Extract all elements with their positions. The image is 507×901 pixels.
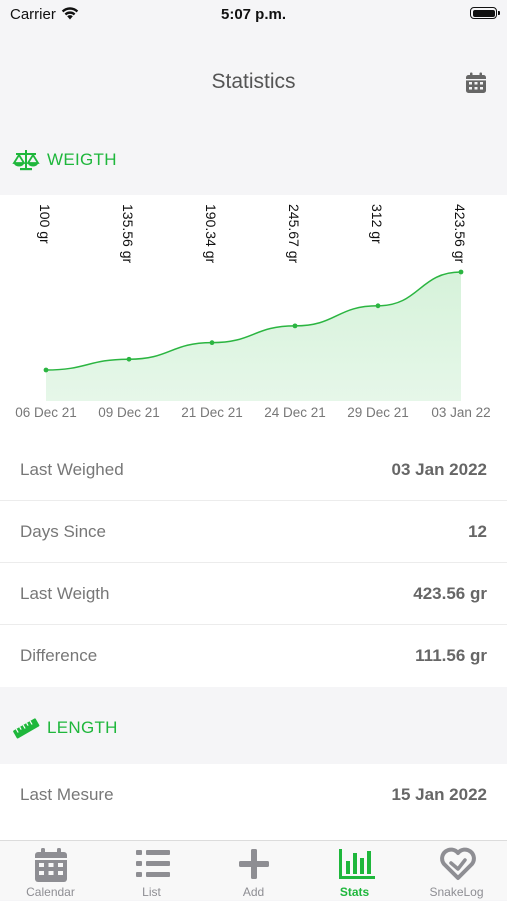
- chart-data-label: 190.34 gr: [203, 204, 219, 263]
- stat-value: 111.56 gr: [415, 646, 487, 665]
- chart-area-fill: [46, 272, 461, 401]
- stat-row-last-weighed[interactable]: Last Weighed 03 Jan 2022: [0, 439, 507, 501]
- tab-bar: Calendar List Add: [0, 840, 507, 900]
- weight-chart: 100 gr 135.56 gr 190.34 gr 245.67 gr 312 gr 4…: [0, 195, 507, 439]
- tab-add[interactable]: Add: [203, 841, 304, 901]
- chart-series-line: [45, 271, 462, 371]
- stat-value: 12: [468, 522, 487, 541]
- chart-point[interactable]: [458, 269, 464, 275]
- stat-label: Last Mesure: [20, 785, 114, 804]
- tab-label: List: [142, 885, 161, 899]
- chart-x-tick-label: 03 Jan 22: [431, 405, 490, 420]
- chart-data-label: 135.56 gr: [120, 204, 136, 263]
- length-section-label: LENGTH: [47, 718, 118, 737]
- battery-icon: [470, 7, 500, 19]
- chart-data-label: 423.56 gr: [452, 204, 468, 263]
- chart-point[interactable]: [43, 367, 49, 373]
- weight-section-header: WEIGTH: [0, 140, 507, 180]
- tab-label: Stats: [339, 885, 370, 899]
- stat-row-last-measure[interactable]: Last Mesure 15 Jan 2022: [0, 764, 507, 826]
- chart-point[interactable]: [292, 323, 298, 329]
- chart-x-tick-label: 21 Dec 21: [181, 405, 243, 420]
- stat-label: Last Weigth: [20, 584, 110, 603]
- stat-label: Last Weighed: [20, 460, 124, 479]
- tab-label: Calendar: [26, 885, 75, 899]
- list-icon: [136, 850, 170, 877]
- chart-data-label: 245.67 gr: [286, 204, 302, 263]
- clock: 5:07 p.m.: [220, 6, 287, 23]
- calendar-icon[interactable]: [464, 71, 488, 95]
- chart-data-label: 100 gr: [37, 204, 53, 244]
- stat-value: 03 Jan 2022: [391, 460, 487, 479]
- stat-row-days-since[interactable]: Days Since 12: [0, 501, 507, 563]
- stat-label: Difference: [20, 646, 98, 665]
- wifi-icon: [61, 7, 79, 20]
- length-section-header: LENGTH: [0, 708, 507, 748]
- stat-value: 15 Jan 2022: [391, 785, 487, 804]
- ruler-icon: [13, 718, 40, 739]
- status-bar: Carrier 5:07 p.m.: [0, 0, 507, 30]
- tab-label: Add: [242, 885, 265, 899]
- weight-stats-list: Last Weighed 03 Jan 2022 Days Since 12 L…: [0, 439, 507, 687]
- stat-row-last-weight[interactable]: Last Weigth 423.56 gr: [0, 563, 507, 625]
- navigation-bar: Statistics: [0, 60, 507, 104]
- carrier-label: Carrier: [10, 6, 56, 23]
- stat-row-difference[interactable]: Difference 111.56 gr: [0, 625, 507, 687]
- weight-chart-svg: 100 gr 135.56 gr 190.34 gr 245.67 gr 312 gr 4…: [15, 204, 490, 420]
- chart-point[interactable]: [209, 340, 215, 346]
- tab-label: SnakeLog: [429, 885, 484, 899]
- chart-x-tick-label: 06 Dec 21: [15, 405, 77, 420]
- chart-point[interactable]: [126, 356, 132, 362]
- chart-point[interactable]: [375, 303, 381, 309]
- tab-snakelog[interactable]: SnakeLog: [406, 841, 507, 901]
- chart-x-tick-label: 09 Dec 21: [98, 405, 160, 420]
- stat-value: 423.56 gr: [413, 584, 487, 603]
- snakelog-heart-icon: [440, 847, 476, 880]
- chart-x-tick-label: 24 Dec 21: [264, 405, 326, 420]
- tab-stats[interactable]: Stats: [304, 841, 405, 901]
- weight-section-label: WEIGTH: [47, 150, 117, 169]
- scale-icon: [12, 150, 40, 171]
- tab-calendar[interactable]: Calendar: [0, 841, 101, 901]
- page-title: Statistics: [211, 70, 296, 93]
- calendar-icon: [35, 848, 67, 882]
- chart-x-tick-label: 29 Dec 21: [347, 405, 409, 420]
- length-stats-list: Last Mesure 15 Jan 2022: [0, 764, 507, 840]
- chart-data-label: 312 gr: [369, 204, 385, 244]
- stat-label: Days Since: [20, 522, 106, 541]
- bar-chart-icon: [339, 849, 375, 879]
- plus-icon: [239, 849, 269, 879]
- tab-list[interactable]: List: [101, 841, 202, 901]
